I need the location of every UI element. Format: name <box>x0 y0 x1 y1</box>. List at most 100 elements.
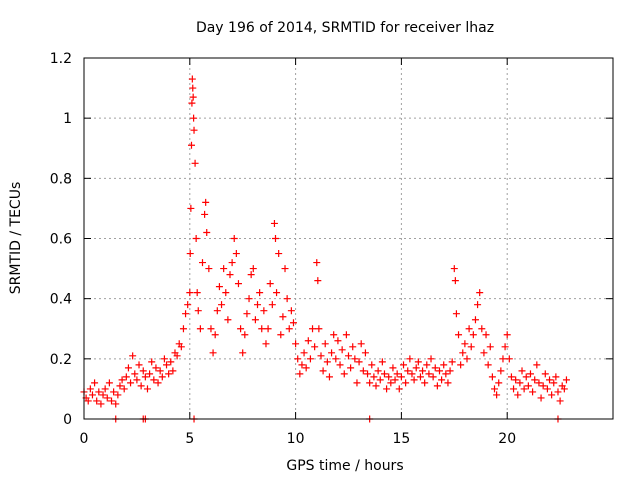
data-point <box>471 316 479 324</box>
data-point <box>416 373 424 381</box>
x-axis-label: GPS time / hours <box>286 458 403 474</box>
data-point <box>552 373 560 381</box>
data-point <box>143 385 151 393</box>
data-point <box>452 310 460 318</box>
data-point <box>245 295 253 303</box>
data-point <box>189 93 197 101</box>
data-point <box>435 367 443 375</box>
data-point <box>438 376 446 384</box>
data-point <box>325 373 333 381</box>
data-point <box>302 364 310 372</box>
data-point <box>351 355 359 363</box>
data-point <box>378 358 386 366</box>
data-point <box>429 373 437 381</box>
data-point <box>404 367 412 375</box>
data-point <box>224 316 232 324</box>
data-point <box>395 385 403 393</box>
data-point <box>112 400 120 408</box>
data-point <box>562 376 570 384</box>
data-point <box>328 349 336 357</box>
data-point <box>347 364 355 372</box>
x-tick-label: 0 <box>80 431 89 447</box>
data-point <box>402 379 410 387</box>
data-point <box>260 307 268 315</box>
data-point <box>546 376 554 384</box>
data-point <box>359 367 367 375</box>
data-point <box>292 340 300 348</box>
data-point <box>133 376 141 384</box>
data-point <box>184 301 192 309</box>
data-point <box>137 382 145 390</box>
data-point <box>319 367 327 375</box>
data-point <box>97 400 105 408</box>
data-point <box>234 280 242 288</box>
data-point <box>186 289 194 297</box>
data-point <box>524 382 532 390</box>
data-point <box>323 358 331 366</box>
y-tick-label: 1.2 <box>50 51 72 67</box>
data-point <box>476 289 484 297</box>
data-point <box>188 75 196 83</box>
data-point <box>451 277 459 285</box>
data-point <box>340 370 348 378</box>
data-point <box>283 295 291 303</box>
data-point <box>91 379 99 387</box>
data-point <box>95 388 103 396</box>
data-point <box>304 337 312 345</box>
data-point <box>548 391 556 399</box>
data-point <box>247 271 255 279</box>
data-point <box>556 397 564 405</box>
data-point <box>226 271 234 279</box>
data-point <box>480 349 488 357</box>
data-point <box>408 370 416 378</box>
data-point <box>160 355 168 363</box>
data-point <box>522 373 530 381</box>
data-point <box>491 385 499 393</box>
data-point <box>539 382 547 390</box>
data-point <box>122 373 130 381</box>
y-tick-label: 1 <box>63 111 72 127</box>
data-point <box>431 364 439 372</box>
data-point <box>116 382 124 390</box>
data-point <box>503 331 511 339</box>
data-point <box>207 325 215 333</box>
data-point <box>345 352 352 360</box>
data-point <box>189 84 197 92</box>
data-point <box>455 331 463 339</box>
data-point <box>201 210 209 218</box>
data-point <box>220 265 228 273</box>
data-point <box>249 265 257 273</box>
data-point <box>514 391 522 399</box>
y-tick-label: 0 <box>63 412 72 428</box>
data-point <box>410 376 418 384</box>
data-point <box>366 379 374 387</box>
data-point <box>215 283 223 291</box>
data-point <box>198 259 206 267</box>
y-axis-label: SRMTID / TECUs <box>8 182 24 295</box>
data-point <box>444 379 452 387</box>
data-point <box>165 370 173 378</box>
data-point <box>423 361 431 369</box>
data-point <box>103 394 111 402</box>
data-point <box>535 379 543 387</box>
data-point <box>543 385 551 393</box>
data-point <box>507 373 515 381</box>
data-point <box>254 301 262 309</box>
data-point <box>218 301 226 309</box>
data-point <box>520 385 528 393</box>
data-point <box>158 373 166 381</box>
data-point <box>376 376 384 384</box>
data-points <box>80 75 570 423</box>
data-point <box>425 370 433 378</box>
data-point <box>560 385 568 393</box>
data-point <box>139 367 147 375</box>
data-point <box>400 361 408 369</box>
data-point <box>531 376 539 384</box>
data-point <box>88 391 96 399</box>
data-point <box>391 376 399 384</box>
data-point <box>488 373 496 381</box>
data-point <box>279 313 287 321</box>
data-point <box>190 126 198 134</box>
data-point <box>177 343 185 351</box>
